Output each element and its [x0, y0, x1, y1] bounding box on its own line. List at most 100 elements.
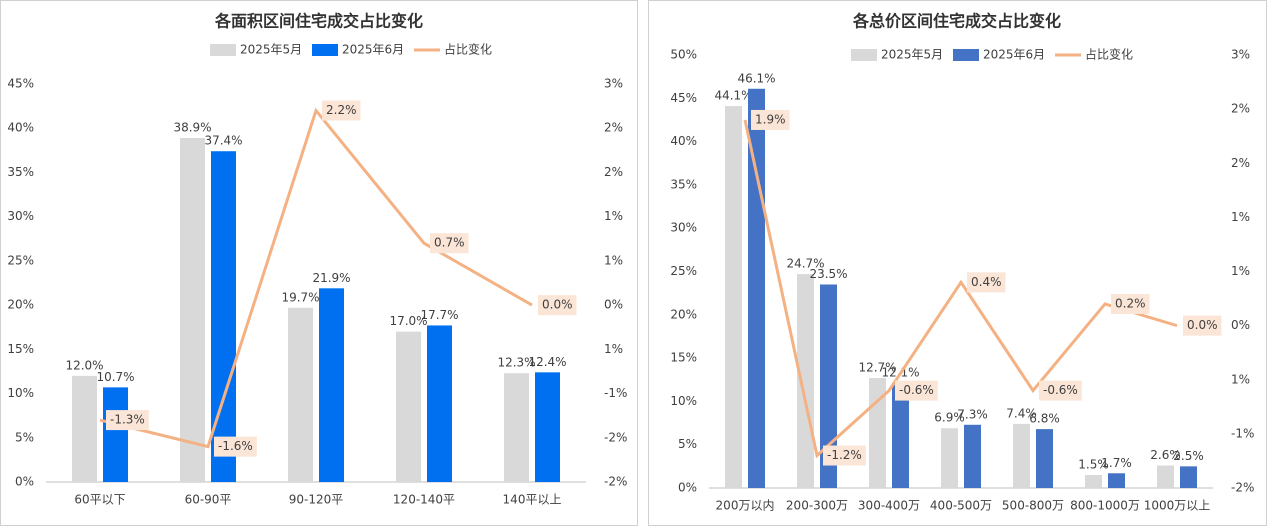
legend-label: 2025年6月	[983, 48, 1045, 62]
line-label-box	[214, 436, 257, 457]
bar-label: 12.0%	[65, 358, 103, 372]
x-tick-label: 300-400万	[858, 499, 920, 513]
bar	[211, 151, 236, 482]
line-label: -0.6%	[899, 383, 934, 397]
bar	[964, 424, 981, 488]
y2-tick-label: -2%	[1231, 481, 1254, 495]
bar-label: 7.4%	[1006, 406, 1037, 420]
bar	[396, 331, 421, 482]
bar	[941, 428, 958, 488]
bar-label: 17.7%	[420, 308, 458, 322]
bar	[103, 387, 128, 482]
y-tick-label: 50%	[670, 48, 697, 62]
legend-label: 占比变化	[1085, 47, 1133, 62]
line-label: 0.0%	[1187, 318, 1218, 332]
bar	[72, 375, 97, 482]
x-tick-label: 60-90平	[185, 493, 232, 507]
line-label: 0.4%	[971, 275, 1002, 289]
bar	[1036, 429, 1053, 488]
x-tick-label: 140平以上	[503, 493, 562, 507]
bar-label: 1.5%	[1078, 458, 1109, 472]
line-label-box	[1183, 315, 1222, 336]
y-tick-label: 5%	[678, 437, 697, 451]
bar-label: 10.7%	[96, 370, 134, 384]
bar	[892, 383, 909, 488]
y-tick-label: 20%	[670, 307, 697, 321]
line-label-box	[1111, 293, 1150, 314]
y2-tick-label: 0%	[604, 298, 623, 312]
line-label: 2.2%	[326, 103, 357, 117]
y2-tick-label: 2%	[604, 165, 623, 179]
bar-label: 12.4%	[528, 355, 566, 369]
x-tick-label: 400-500万	[930, 499, 992, 513]
bar-label: 17.0%	[389, 314, 427, 328]
bar-label: 44.1%	[714, 89, 752, 103]
line-label-box	[751, 109, 790, 130]
legend-label: 2025年5月	[881, 48, 943, 62]
y-tick-label: 15%	[7, 342, 34, 356]
bar-label: 2.6%	[1150, 448, 1181, 462]
bar	[1013, 423, 1030, 488]
y2-tick-label: 1%	[1231, 210, 1250, 224]
bar	[820, 284, 837, 488]
y-tick-label: 25%	[7, 253, 34, 267]
bar-label: 1.7%	[1101, 456, 1132, 470]
line-label-box	[1039, 380, 1082, 401]
bar	[427, 325, 452, 482]
y-tick-label: 0%	[678, 481, 697, 495]
bar-label: 7.3%	[957, 407, 988, 421]
y-tick-label: 40%	[7, 121, 34, 135]
line-label-box	[967, 272, 1006, 293]
bar	[288, 307, 313, 482]
y2-tick-label: 1%	[1231, 264, 1250, 278]
y2-tick-label: 2%	[604, 121, 623, 135]
x-tick-label: 60平以下	[74, 493, 125, 507]
line-label-box	[430, 233, 469, 254]
x-tick-label: 800-1000万	[1070, 499, 1140, 513]
x-tick-label: 90-120平	[289, 493, 344, 507]
y2-tick-label: 3%	[604, 77, 623, 91]
y2-tick-label: 1%	[1231, 372, 1250, 386]
y-tick-label: 40%	[670, 134, 697, 148]
legend-swatch	[312, 44, 338, 56]
line-label: -1.3%	[110, 413, 145, 427]
y-tick-label: 35%	[670, 177, 697, 191]
legend-swatch	[953, 49, 979, 61]
x-tick-label: 200-300万	[786, 499, 848, 513]
bar-label: 37.4%	[204, 134, 242, 148]
bar-label: 21.9%	[312, 271, 350, 285]
y-tick-label: 15%	[670, 351, 697, 365]
y-tick-label: 10%	[7, 386, 34, 400]
y-tick-label: 45%	[7, 77, 34, 91]
bar-label: 12.3%	[497, 356, 535, 370]
line-label: -1.2%	[827, 448, 862, 462]
bar-label: 12.7%	[858, 361, 896, 375]
bar-label: 23.5%	[809, 267, 847, 281]
bar	[1085, 475, 1102, 488]
line-label-box	[538, 295, 577, 316]
line-label-box	[106, 410, 149, 431]
bar	[725, 106, 742, 489]
y-tick-label: 25%	[670, 264, 697, 278]
y-tick-label: 45%	[670, 91, 697, 105]
legend-swatch	[851, 49, 877, 61]
bar	[535, 372, 560, 482]
line-label: 0.7%	[434, 236, 465, 250]
y-tick-label: 20%	[7, 298, 34, 312]
legend-label: 占比变化	[444, 42, 492, 57]
y2-tick-label: 1%	[604, 253, 623, 267]
y-tick-label: 35%	[7, 165, 34, 179]
legend-label: 2025年6月	[342, 43, 404, 57]
bar	[319, 288, 344, 482]
y2-tick-label: 0%	[1231, 318, 1250, 332]
y2-tick-label: 2%	[1231, 156, 1250, 170]
bar-label: 6.8%	[1029, 412, 1060, 426]
bar-label: 6.9%	[934, 411, 965, 425]
x-tick-label: 500-800万	[1002, 499, 1064, 513]
legend-label: 2025年5月	[240, 43, 302, 57]
y-tick-label: 30%	[7, 209, 34, 223]
y-tick-label: 30%	[670, 221, 697, 235]
line-label: -0.6%	[1043, 383, 1078, 397]
